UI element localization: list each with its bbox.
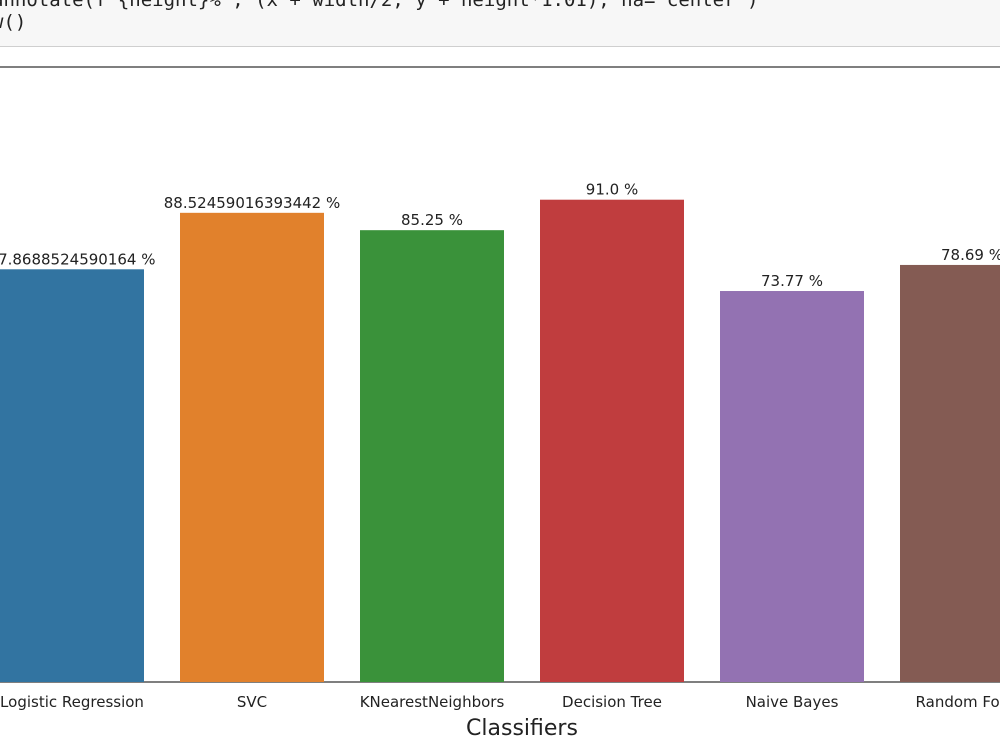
bar-value-labels: 77.8688524590164 % 88.52459016393442 % 85.… <box>0 181 1000 290</box>
bar-naive-bayes <box>720 291 864 682</box>
bar-value-label: 85.25 % <box>401 211 463 229</box>
bar-value-label: 91.0 % <box>586 181 638 199</box>
bar-value-label: 73.77 % <box>761 272 823 290</box>
code-line-1: annotate(f'{height}%', (x + width/2, y +… <box>0 0 759 11</box>
bars-group <box>0 199 1000 683</box>
bar-random-forest <box>900 264 1000 682</box>
bar-svc <box>180 212 324 682</box>
cell-output: 77.8688524590164 % 88.52459016393442 % 85.… <box>0 47 1000 750</box>
x-tick-labels: Logistic Regression SVC KNearestNeighbors D… <box>0 693 1000 711</box>
x-tick-label: Random Forest <box>916 693 1000 711</box>
bar-value-label: 88.52459016393442 % <box>164 194 340 212</box>
x-axis-title: Classifiers <box>466 716 578 741</box>
bar-value-label: 78.69 % <box>941 246 1000 264</box>
code-line-2: w() <box>0 11 27 33</box>
code-cell[interactable]: annotate(f'{height}%', (x + width/2, y +… <box>0 0 1000 47</box>
bar-knearestneighbors <box>360 230 504 683</box>
bar-logistic-regression <box>0 269 144 682</box>
x-tick-label: SVC <box>237 693 267 711</box>
x-tick-label: Naive Bayes <box>746 693 839 711</box>
x-tick-label: KNearestNeighbors <box>360 693 505 711</box>
bar-decision-tree <box>540 199 684 682</box>
x-tick-label: Decision Tree <box>562 693 662 711</box>
x-tick-label: Logistic Regression <box>0 693 144 711</box>
bar-chart: 77.8688524590164 % 88.52459016393442 % 85.… <box>0 66 1000 741</box>
bar-value-label: 77.8688524590164 % <box>0 250 155 268</box>
